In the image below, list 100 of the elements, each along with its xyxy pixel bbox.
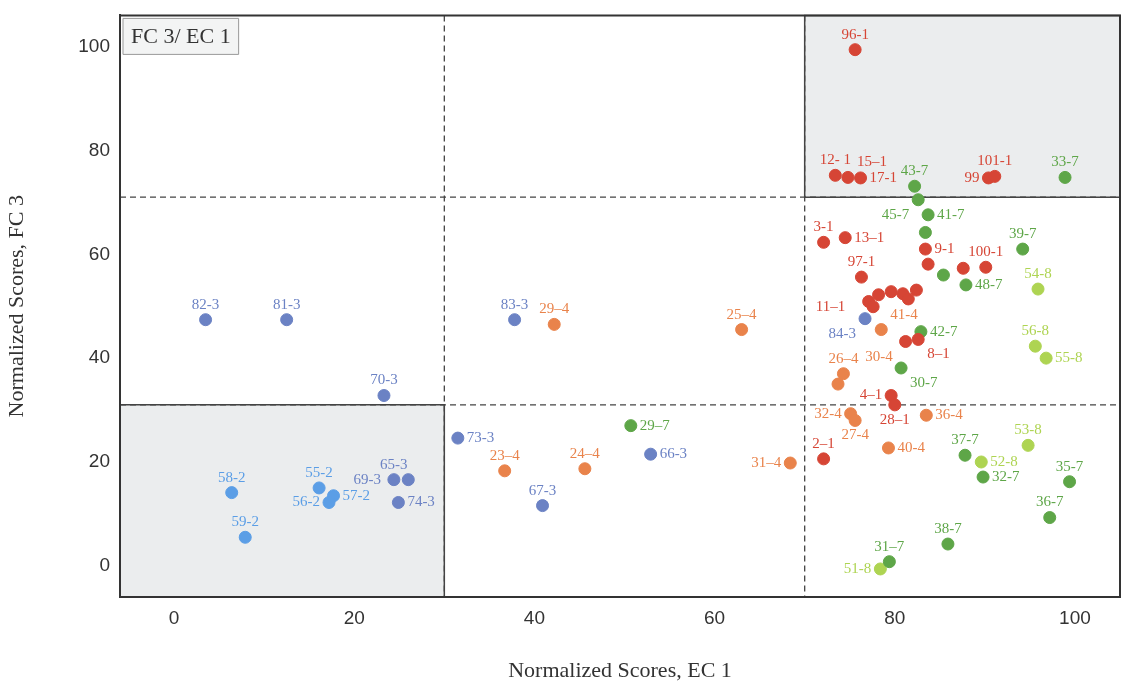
annotation: 83-3 [500, 295, 529, 312]
annotation: 30-7 [910, 373, 939, 390]
annotation: 56-8 [1021, 322, 1050, 339]
point [854, 270, 868, 284]
point [956, 261, 970, 275]
annotation: 4–1 [859, 386, 883, 403]
point [735, 323, 749, 337]
point [958, 448, 972, 462]
annotation: 59-2 [231, 513, 259, 530]
point [312, 481, 326, 495]
y-tick-label: 20 [88, 450, 110, 472]
point [901, 292, 915, 306]
annotation: 32-4 [814, 404, 843, 421]
point [921, 257, 935, 271]
point [624, 419, 638, 433]
y-tick-label: 80 [88, 138, 110, 160]
point [899, 335, 913, 349]
annotation: 42-7 [929, 322, 958, 339]
x-tick-label: 20 [343, 606, 365, 628]
point [1039, 351, 1053, 365]
point [391, 495, 405, 509]
point [578, 462, 592, 476]
point [911, 193, 925, 207]
point [894, 361, 908, 375]
annotation: 57-2 [342, 486, 371, 503]
annotation: 29–4 [539, 300, 570, 317]
point [873, 562, 887, 576]
annotation: 48-7 [974, 275, 1003, 292]
point [988, 169, 1002, 183]
point [828, 168, 842, 182]
annotation: 84-3 [828, 324, 857, 341]
annotation: 28–1 [879, 410, 910, 427]
point [918, 225, 932, 239]
point [941, 537, 955, 551]
annotation: 43-7 [900, 162, 929, 179]
annotation: 29–7 [639, 416, 671, 433]
point [936, 268, 950, 282]
annotation: 31–4 [751, 453, 782, 470]
annotation: 36-4 [935, 406, 964, 423]
annotation: 12- 1 [819, 151, 851, 168]
point [976, 470, 990, 484]
annotation: 82-3 [191, 295, 220, 312]
annotation: 58-2 [217, 468, 246, 485]
annotation: 65-3 [380, 455, 408, 472]
point [979, 260, 993, 274]
point [1063, 475, 1077, 489]
point [1028, 339, 1042, 353]
annotation: 41-7 [937, 205, 966, 222]
point [909, 283, 923, 297]
annotation: 36-7 [1035, 493, 1064, 510]
y-tick-label: 40 [88, 346, 110, 368]
point [508, 313, 522, 327]
annotation: 9-1 [934, 240, 955, 257]
point [238, 530, 252, 544]
annotation: 33-7 [1051, 153, 1080, 170]
y-tick-label: 100 [78, 34, 110, 56]
point [387, 473, 401, 487]
annotation: 32-7 [992, 467, 1021, 484]
point [919, 408, 933, 422]
point [225, 486, 239, 500]
point [817, 235, 831, 249]
annotation: 11–1 [815, 297, 846, 314]
annotation: 96-1 [841, 25, 869, 42]
point [884, 285, 898, 299]
point [1016, 242, 1030, 256]
point [1021, 438, 1035, 452]
point [959, 278, 973, 292]
annotation: 25–4 [726, 305, 758, 322]
annotation: 24–4 [569, 444, 601, 461]
point [1058, 170, 1072, 184]
annotation: 40-4 [897, 438, 926, 455]
point [911, 332, 925, 346]
annotation: 51-8 [843, 559, 872, 576]
annotation: 38-7 [934, 519, 963, 536]
point [831, 377, 845, 391]
point [199, 313, 213, 327]
annotation: 41-4 [890, 305, 919, 322]
annotation: 26–4 [828, 349, 859, 366]
point [547, 317, 561, 331]
point [377, 389, 391, 403]
point [498, 464, 512, 478]
annotation: 35-7 [1055, 457, 1084, 474]
annotation: 73-3 [466, 429, 495, 446]
annotation: 39-7 [1008, 225, 1037, 242]
annotation: 52-8 [990, 452, 1018, 469]
annotation: 3-1 [813, 218, 834, 235]
annotation: 55-2 [305, 463, 333, 480]
point [881, 441, 895, 455]
point [644, 447, 658, 461]
point [451, 431, 465, 445]
point [280, 313, 294, 327]
annotation: 56-2 [292, 493, 321, 510]
annotation: 66-3 [659, 445, 688, 462]
annotation: 15–1 [856, 153, 887, 170]
x-tick-label: 40 [523, 606, 545, 628]
x-tick-label: 80 [884, 606, 906, 628]
point [858, 312, 872, 326]
annotation: 45-7 [881, 205, 910, 222]
point [836, 367, 850, 381]
point [874, 323, 888, 337]
